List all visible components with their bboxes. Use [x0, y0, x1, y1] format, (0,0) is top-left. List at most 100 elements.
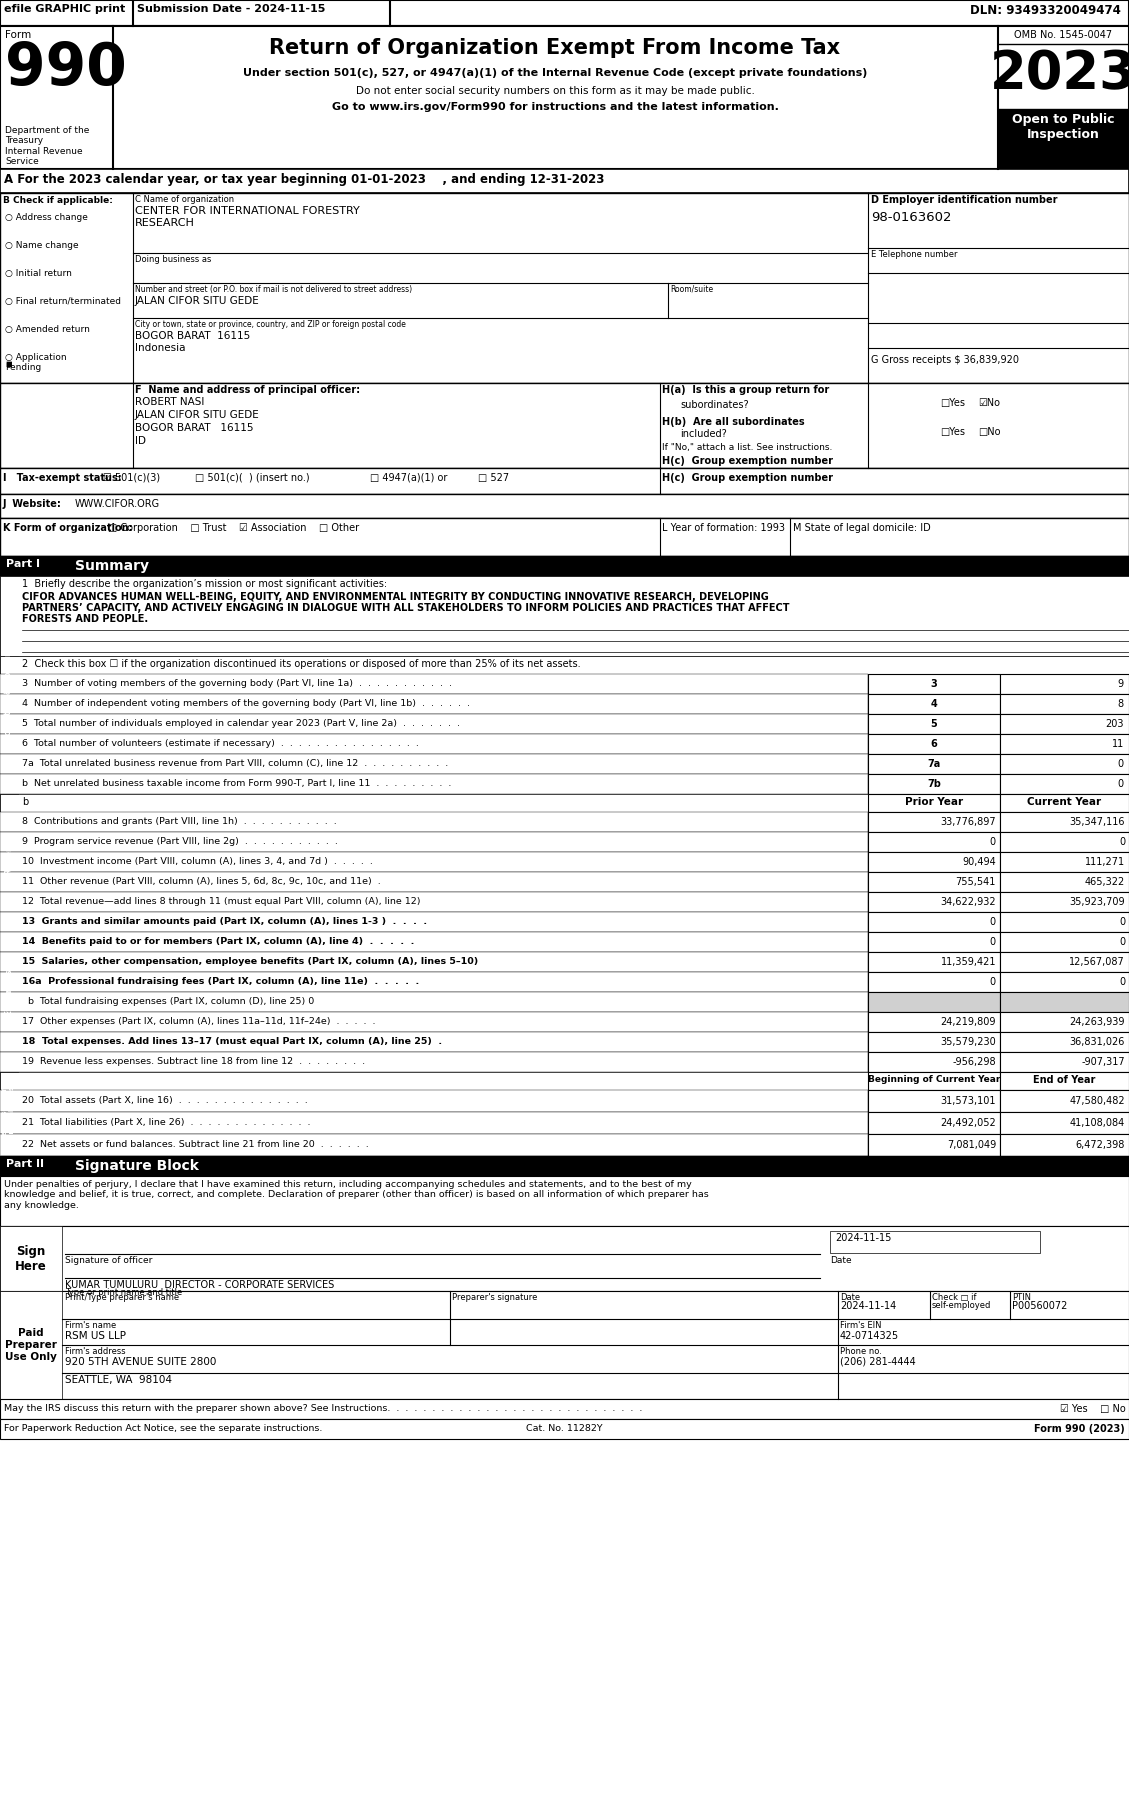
Text: 0: 0: [1119, 937, 1124, 948]
Text: 5  Total number of individuals employed in calendar year 2023 (Part V, line 2a) : 5 Total number of individuals employed i…: [21, 719, 460, 728]
Text: Net Assets or
Fund Balances: Net Assets or Fund Balances: [2, 1086, 16, 1142]
Bar: [0, 695, 868, 715]
Bar: [0, 1031, 868, 1051]
Bar: [1000, 911, 1129, 931]
Bar: [868, 735, 1000, 755]
Text: ☑ Yes    □ No: ☑ Yes □ No: [1060, 1404, 1126, 1413]
Bar: [1000, 831, 1129, 851]
Text: ○ Address change: ○ Address change: [5, 213, 88, 222]
Text: 20  Total assets (Part X, line 16)  .  .  .  .  .  .  .  .  .  .  .  .  .  .  .: 20 Total assets (Part X, line 16) . . . …: [21, 1097, 308, 1104]
Bar: [0, 495, 1129, 518]
Text: 0: 0: [1119, 977, 1124, 988]
Text: 36,831,026: 36,831,026: [1069, 1037, 1124, 1048]
Bar: [868, 811, 1000, 831]
Bar: [0, 811, 868, 831]
Text: 4  Number of independent voting members of the governing body (Part VI, line 1b): 4 Number of independent voting members o…: [21, 698, 470, 708]
Text: ROBERT NASI: ROBERT NASI: [135, 397, 204, 407]
Text: For Paperwork Reduction Act Notice, see the separate instructions.: For Paperwork Reduction Act Notice, see …: [5, 1424, 323, 1433]
Text: City or town, state or province, country, and ZIP or foreign postal code: City or town, state or province, country…: [135, 320, 405, 329]
Text: Firm's EIN: Firm's EIN: [840, 1321, 882, 1330]
Text: 990: 990: [5, 40, 126, 96]
Text: Room/suite: Room/suite: [669, 286, 714, 295]
Bar: [0, 851, 868, 871]
Bar: [0, 795, 868, 811]
Text: b: b: [21, 797, 28, 808]
Text: 34,622,932: 34,622,932: [940, 897, 996, 908]
Text: BOGOR BARAT   16115: BOGOR BARAT 16115: [135, 424, 254, 433]
Text: 35,347,116: 35,347,116: [1069, 817, 1124, 828]
Text: SEATTLE, WA  98104: SEATTLE, WA 98104: [65, 1375, 172, 1384]
Bar: [1000, 775, 1129, 795]
Bar: [1000, 715, 1129, 735]
Text: 5: 5: [930, 719, 937, 729]
Text: Date: Date: [840, 1293, 860, 1302]
Text: included?: included?: [680, 429, 727, 438]
Text: Beginning of Current Year: Beginning of Current Year: [868, 1075, 1000, 1084]
Text: □Yes: □Yes: [940, 398, 965, 407]
Text: 920 5TH AVENUE SUITE 2800: 920 5TH AVENUE SUITE 2800: [65, 1357, 217, 1368]
Bar: [868, 851, 1000, 871]
Text: Under section 501(c), 527, or 4947(a)(1) of the Internal Revenue Code (except pr: Under section 501(c), 527, or 4947(a)(1)…: [243, 67, 867, 78]
Text: 17  Other expenses (Part IX, column (A), lines 11a–11d, 11f–24e)  .  .  .  .  .: 17 Other expenses (Part IX, column (A), …: [21, 1017, 376, 1026]
Bar: [0, 1226, 1129, 1291]
Text: (206) 281-4444: (206) 281-4444: [840, 1357, 916, 1368]
Bar: [868, 1090, 1000, 1111]
Text: Prior Year: Prior Year: [905, 797, 963, 808]
Text: ☑No: ☑No: [978, 398, 1000, 407]
Text: Signature Block: Signature Block: [75, 1159, 199, 1173]
Bar: [868, 871, 1000, 891]
Text: KUMAR TUMULURU  DIRECTOR - CORPORATE SERVICES: KUMAR TUMULURU DIRECTOR - CORPORATE SERV…: [65, 1281, 334, 1290]
Bar: [868, 775, 1000, 795]
Text: CIFOR ADVANCES HUMAN WELL-BEING, EQUITY, AND ENVIRONMENTAL INTEGRITY BY CONDUCTI: CIFOR ADVANCES HUMAN WELL-BEING, EQUITY,…: [21, 591, 769, 602]
Text: □ 501(c)(  ) (insert no.): □ 501(c)( ) (insert no.): [195, 473, 309, 484]
Text: 2023: 2023: [989, 47, 1129, 100]
Text: L Year of formation: 1993: L Year of formation: 1993: [662, 524, 785, 533]
Bar: [1000, 1031, 1129, 1051]
Text: ○ Application
Pending: ○ Application Pending: [5, 353, 67, 373]
Bar: [1000, 1090, 1129, 1111]
Text: 10  Investment income (Part VIII, column (A), lines 3, 4, and 7d )  .  .  .  .  : 10 Investment income (Part VIII, column …: [21, 857, 373, 866]
Text: ○ Name change: ○ Name change: [5, 240, 79, 249]
Text: K Form of organization:: K Form of organization:: [3, 524, 132, 533]
Text: 7,081,049: 7,081,049: [947, 1141, 996, 1150]
Bar: [0, 467, 1129, 495]
Text: 2024-11-14: 2024-11-14: [840, 1301, 896, 1311]
Bar: [868, 1071, 1000, 1090]
Text: 7a  Total unrelated business revenue from Part VIII, column (C), line 12  .  .  : 7a Total unrelated business revenue from…: [21, 759, 448, 768]
Text: PARTNERS’ CAPACITY, AND ACTIVELY ENGAGING IN DIALOGUE WITH ALL STAKEHOLDERS TO I: PARTNERS’ CAPACITY, AND ACTIVELY ENGAGIN…: [21, 604, 789, 613]
Bar: [868, 1011, 1000, 1031]
Text: Phone no.: Phone no.: [840, 1348, 882, 1355]
Text: 12,567,087: 12,567,087: [1069, 957, 1124, 968]
Text: 3  Number of voting members of the governing body (Part VI, line 1a)  .  .  .  .: 3 Number of voting members of the govern…: [21, 678, 452, 688]
Bar: [868, 911, 1000, 931]
Text: P00560072: P00560072: [1012, 1301, 1067, 1311]
Bar: [0, 991, 868, 1011]
Text: Signature of officer: Signature of officer: [65, 1255, 152, 1264]
Text: H(c)  Group exemption number: H(c) Group exemption number: [662, 457, 833, 466]
Bar: [1000, 931, 1129, 951]
Text: Part I: Part I: [6, 558, 40, 569]
Text: 13  Grants and similar amounts paid (Part IX, column (A), lines 1-3 )  .  .  .  : 13 Grants and similar amounts paid (Part…: [21, 917, 427, 926]
Bar: [0, 1291, 1129, 1399]
Text: Indonesia: Indonesia: [135, 344, 185, 353]
Bar: [998, 109, 1129, 169]
Text: B Check if applicable:: B Check if applicable:: [3, 196, 113, 206]
Bar: [0, 1051, 868, 1071]
Text: □ Corporation    □ Trust    ☑ Association    □ Other: □ Corporation □ Trust ☑ Association □ Ot…: [108, 524, 359, 533]
Text: 0: 0: [990, 837, 996, 848]
Text: 6  Total number of volunteers (estimate if necessary)  .  .  .  .  .  .  .  .  .: 6 Total number of volunteers (estimate i…: [21, 739, 419, 748]
Text: C Name of organization: C Name of organization: [135, 195, 234, 204]
Bar: [0, 795, 18, 911]
Bar: [868, 755, 1000, 775]
Bar: [1000, 811, 1129, 831]
Text: □ 4947(a)(1) or: □ 4947(a)(1) or: [370, 473, 447, 484]
Bar: [0, 755, 868, 775]
Text: 203: 203: [1105, 719, 1124, 729]
Bar: [0, 775, 868, 795]
Bar: [0, 1157, 1129, 1177]
Text: E Telephone number: E Telephone number: [870, 249, 957, 258]
Bar: [0, 518, 1129, 557]
Bar: [0, 169, 1129, 193]
Text: H(c)  Group exemption number: H(c) Group exemption number: [662, 473, 833, 484]
Text: 15  Salaries, other compensation, employee benefits (Part IX, column (A), lines : 15 Salaries, other compensation, employe…: [21, 957, 479, 966]
